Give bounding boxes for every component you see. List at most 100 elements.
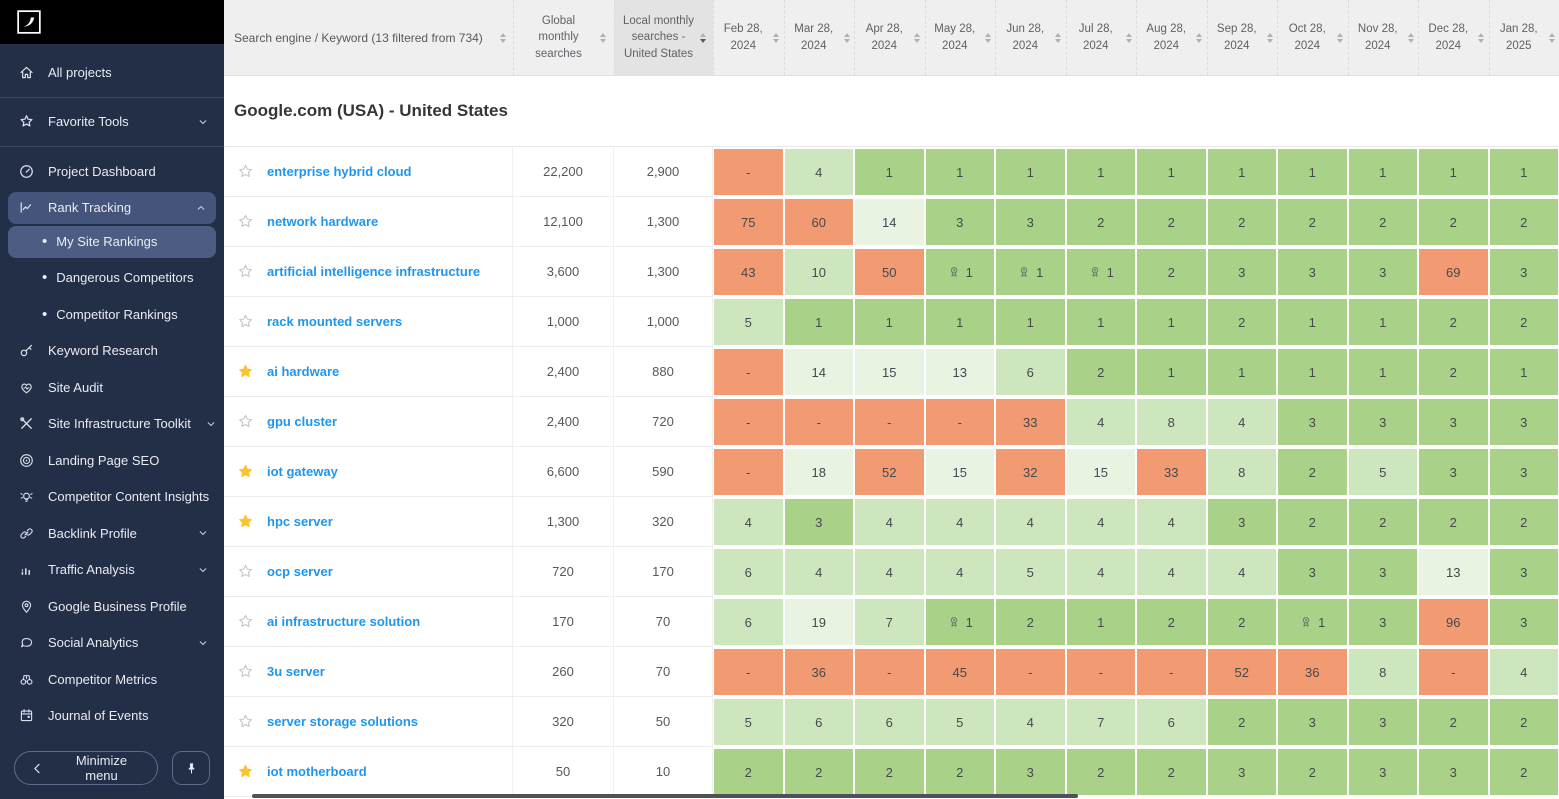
rank-cell[interactable]: 2: [1488, 497, 1559, 547]
keyword-link[interactable]: server storage solutions: [267, 714, 418, 729]
rank-cell[interactable]: 3: [1347, 597, 1418, 647]
column-header-date[interactable]: Mar 28, 2024: [783, 0, 855, 75]
column-header-date[interactable]: Nov 28, 2024: [1347, 0, 1419, 75]
rank-cell[interactable]: 13: [1418, 547, 1489, 597]
rank-cell[interactable]: 2: [1277, 447, 1348, 497]
rank-cell[interactable]: 3: [1347, 747, 1418, 797]
rank-cell[interactable]: 18: [783, 447, 854, 497]
rank-cell[interactable]: 1: [995, 247, 1066, 297]
rank-cell[interactable]: 1: [783, 297, 854, 347]
rank-cell[interactable]: 2: [1065, 347, 1136, 397]
sort-icon[interactable]: [1055, 32, 1062, 43]
sort-icon[interactable]: [500, 32, 506, 43]
rank-cell[interactable]: 2: [924, 747, 995, 797]
rank-cell[interactable]: 1: [1277, 597, 1348, 647]
rank-cell[interactable]: 1: [1206, 347, 1277, 397]
rank-cell[interactable]: 4: [1206, 547, 1277, 597]
sort-icon[interactable]: [984, 32, 991, 43]
rank-cell[interactable]: 2: [1277, 197, 1348, 247]
column-header-date[interactable]: Feb 28, 2024: [713, 0, 784, 75]
favorite-star-icon[interactable]: [237, 613, 254, 630]
rank-cell[interactable]: 4: [1488, 647, 1559, 697]
rank-cell[interactable]: 2: [1488, 297, 1559, 347]
sidebar-item-competitor-metrics[interactable]: Competitor Metrics: [0, 661, 224, 698]
rank-cell[interactable]: 1: [1347, 297, 1418, 347]
rank-cell[interactable]: 1: [1488, 347, 1559, 397]
rank-cell[interactable]: 2: [1136, 247, 1207, 297]
rank-cell[interactable]: -: [783, 397, 854, 447]
rank-cell[interactable]: 3: [783, 497, 854, 547]
app-logo-icon[interactable]: [16, 9, 42, 35]
keyword-link[interactable]: iot motherboard: [267, 764, 367, 779]
sort-icon[interactable]: [1407, 32, 1414, 43]
rank-cell[interactable]: 52: [854, 447, 925, 497]
rank-cell[interactable]: 4: [995, 697, 1066, 747]
rank-cell[interactable]: 2: [1206, 297, 1277, 347]
sort-icon[interactable]: [1125, 32, 1132, 43]
favorite-star-icon[interactable]: [237, 213, 254, 230]
rank-cell[interactable]: 3: [1206, 747, 1277, 797]
rank-cell[interactable]: 1: [854, 297, 925, 347]
sort-icon[interactable]: [1337, 32, 1344, 43]
sort-icon-active[interactable]: [699, 32, 706, 43]
rank-cell[interactable]: -: [1065, 647, 1136, 697]
keyword-link[interactable]: rack mounted servers: [267, 314, 403, 329]
favorite-star-icon[interactable]: [237, 413, 254, 430]
rank-cell[interactable]: 4: [995, 497, 1066, 547]
sidebar-item-competitor-content-insights[interactable]: Competitor Content Insights: [0, 479, 224, 516]
sort-icon[interactable]: [1548, 32, 1555, 43]
rank-cell[interactable]: 3: [995, 197, 1066, 247]
favorite-star-filled-icon[interactable]: [237, 463, 254, 480]
rank-cell[interactable]: -: [1418, 647, 1489, 697]
rank-cell[interactable]: 3: [1277, 247, 1348, 297]
sort-icon[interactable]: [843, 32, 850, 43]
rank-cell[interactable]: 2: [1277, 747, 1348, 797]
rank-cell[interactable]: 15: [924, 447, 995, 497]
rank-cell[interactable]: 75: [713, 197, 784, 247]
sidebar-subitem-dangerous-competitors[interactable]: • Dangerous Competitors: [0, 260, 224, 297]
sidebar-item-journal-of-events[interactable]: Journal of Events: [0, 698, 224, 735]
column-header-date[interactable]: Sep 28, 2024: [1206, 0, 1278, 75]
rank-cell[interactable]: 4: [854, 497, 925, 547]
rank-cell[interactable]: 14: [854, 197, 925, 247]
favorite-star-icon[interactable]: [237, 563, 254, 580]
rank-cell[interactable]: 2: [1277, 497, 1348, 547]
rank-cell[interactable]: -: [713, 647, 784, 697]
rank-cell[interactable]: -: [713, 397, 784, 447]
minimize-menu-button[interactable]: Minimize menu: [14, 751, 158, 785]
sidebar-item-site-audit[interactable]: Site Audit: [0, 369, 224, 406]
rank-cell[interactable]: 1: [995, 297, 1066, 347]
sidebar-item-favorite-tools[interactable]: Favorite Tools: [0, 104, 224, 141]
rank-cell[interactable]: -: [713, 147, 784, 197]
rank-cell[interactable]: 1: [924, 147, 995, 197]
rank-cell[interactable]: 3: [1488, 247, 1559, 297]
rank-cell[interactable]: 3: [1277, 547, 1348, 597]
rank-cell[interactable]: -: [995, 647, 1066, 697]
favorite-star-icon[interactable]: [237, 313, 254, 330]
rank-cell[interactable]: 3: [1347, 247, 1418, 297]
rank-cell[interactable]: 1: [1488, 147, 1559, 197]
rank-cell[interactable]: 3: [924, 197, 995, 247]
rank-cell[interactable]: 4: [1136, 547, 1207, 597]
rank-cell[interactable]: 2: [1136, 597, 1207, 647]
rank-cell[interactable]: 3: [1418, 747, 1489, 797]
rank-cell[interactable]: 2: [1488, 747, 1559, 797]
rank-cell[interactable]: 2: [1136, 747, 1207, 797]
rank-cell[interactable]: 5: [713, 297, 784, 347]
rank-cell[interactable]: 3: [1488, 547, 1559, 597]
column-header-date[interactable]: Jun 28, 2024: [995, 0, 1066, 75]
column-header-date[interactable]: Oct 28, 2024: [1277, 0, 1348, 75]
rank-cell[interactable]: 33: [995, 397, 1066, 447]
column-header-keyword[interactable]: Search engine / Keyword (13 filtered fro…: [224, 0, 513, 75]
rank-cell[interactable]: 4: [713, 497, 784, 547]
rank-cell[interactable]: 1: [924, 247, 995, 297]
sort-icon[interactable]: [914, 32, 921, 43]
sidebar-item-social-analytics[interactable]: Social Analytics: [0, 625, 224, 662]
rank-cell[interactable]: 32: [995, 447, 1066, 497]
rank-cell[interactable]: 1: [1277, 147, 1348, 197]
rank-cell[interactable]: -: [924, 397, 995, 447]
rank-cell[interactable]: 3: [1347, 397, 1418, 447]
rank-cell[interactable]: 7: [854, 597, 925, 647]
rank-cell[interactable]: 4: [924, 547, 995, 597]
rank-cell[interactable]: 1: [995, 147, 1066, 197]
